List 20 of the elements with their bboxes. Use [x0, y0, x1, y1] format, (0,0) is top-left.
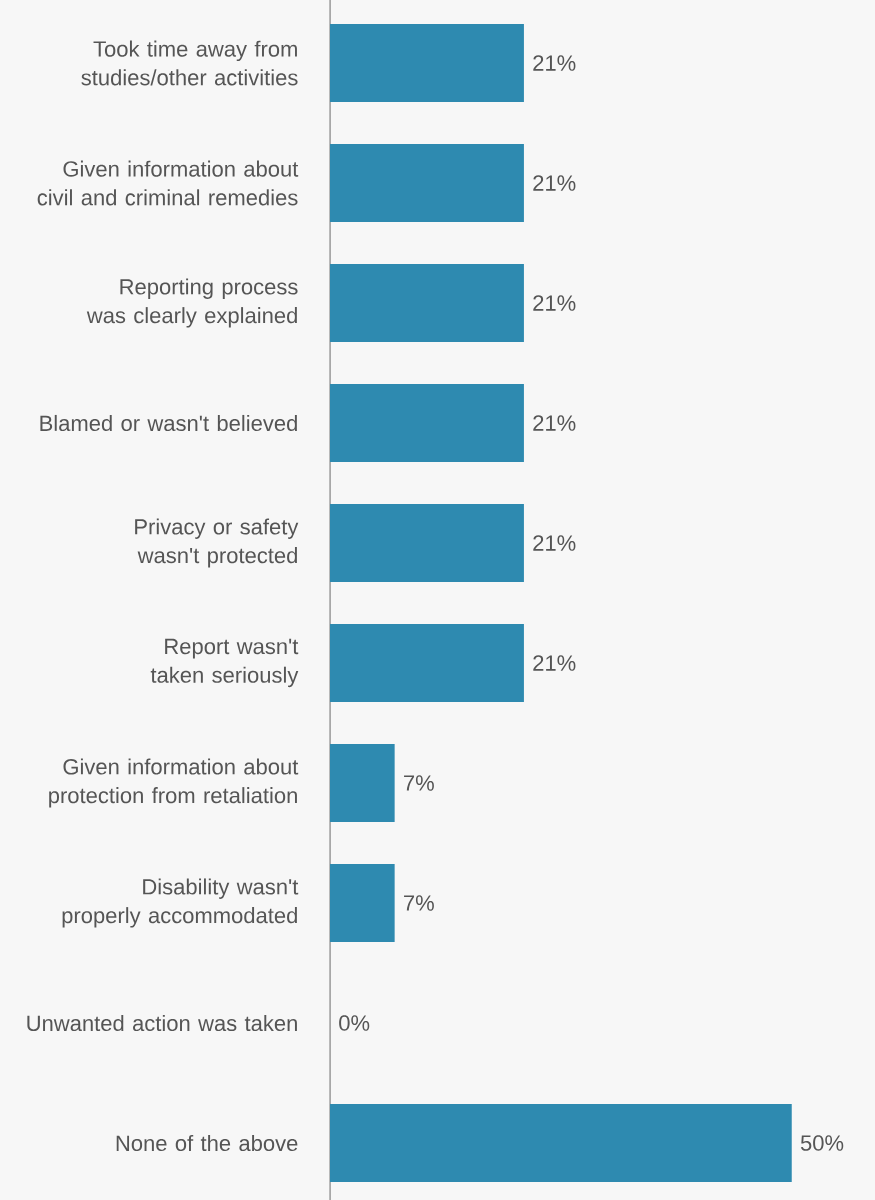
y-tick-label: Unwanted action was taken: [27, 1014, 297, 1032]
y-tick-label: Report wasn't taken seriously: [150, 638, 299, 688]
y-tick-label: Took time away from studies/other activities: [81, 40, 298, 86]
data-label: 7%: [404, 775, 434, 791]
data-label: 21%: [533, 415, 576, 431]
y-tick-label: Blamed or wasn't believed: [40, 414, 297, 432]
data-label: 21%: [533, 55, 576, 71]
data-label: 21%: [533, 535, 576, 551]
data-label: 21%: [533, 295, 576, 311]
y-tick-label: Given information about civil and criminal remedies: [37, 160, 299, 206]
data-label: 0%: [339, 1015, 370, 1031]
y-tick-label: Reporting process was clearly explained: [86, 278, 298, 328]
data-label: 21%: [533, 175, 576, 191]
y-tick-label: None of the above: [116, 1134, 298, 1152]
y-tick-label: Disability wasn't properly accommodated: [62, 878, 299, 928]
data-label: 7%: [404, 895, 434, 911]
data-label: 21%: [533, 655, 576, 671]
y-tick-label: Privacy or safety wasn't protected: [135, 518, 299, 568]
y-tick-label: Given information about protection from retaliation: [49, 758, 299, 808]
data-label: 50%: [800, 1135, 844, 1151]
